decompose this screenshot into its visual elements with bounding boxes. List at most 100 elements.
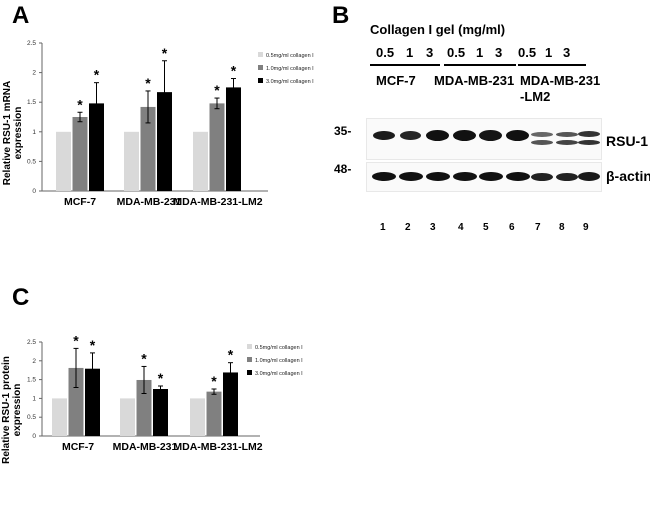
y-tick-label: 0.5: [27, 414, 36, 421]
lane-number: 4: [458, 222, 464, 233]
rsu1-blot-strip: [366, 118, 602, 160]
blot-band: [453, 172, 477, 181]
chart-panel-a: 0 0.5 1 1.5 2 2.5 Relative RSU-1 mRNAexpressio…: [2, 40, 314, 208]
legend-entry: 0.5mg/ml collagen I: [266, 53, 314, 59]
y-tick-label: 1: [32, 395, 36, 402]
blot-band: [479, 172, 503, 181]
lane-number: 5: [483, 222, 489, 233]
bar-mda-mb-231-series-1: [136, 379, 152, 436]
significance-marker: *: [141, 350, 147, 366]
significance-marker: *: [231, 63, 237, 79]
significance-marker: *: [214, 82, 220, 98]
blot-band: [556, 140, 578, 145]
lane-conc: 3: [426, 45, 434, 60]
significance-marker: *: [94, 67, 100, 83]
lane-conc: 0.5: [376, 45, 395, 60]
group-divider: [370, 64, 440, 66]
mw-marker: 35-: [334, 124, 352, 138]
group-divider: [518, 64, 586, 66]
y-tick-label: 2: [32, 358, 36, 365]
x-tick-label: MCF-7: [64, 196, 96, 208]
blot-band: [400, 131, 421, 140]
bar-mda-mb-231-series-0: [124, 131, 139, 191]
band-label-actin: β-actin: [606, 168, 650, 184]
significance-marker: *: [211, 373, 217, 389]
panel-label-a: A: [12, 2, 30, 29]
bar-mcf-7-series-2: [89, 103, 104, 191]
significance-marker: *: [77, 96, 83, 112]
blot-band: [426, 172, 450, 181]
blot-band: [506, 172, 530, 181]
bar-mda-mb-231-lm2-series-2: [223, 372, 238, 436]
blot-band: [578, 140, 600, 145]
bar-mda-mb-231-lm2-series-0: [190, 398, 205, 436]
blot-band: [556, 173, 578, 181]
western-blot-panel: Collagen I gel (mg/ml) 0.5 1 3 0.5 1 3 0…: [330, 0, 650, 270]
legend-entry: 3.0mg/ml collagen I: [255, 371, 303, 377]
lane-number: 1: [380, 222, 386, 233]
bar-mda-mb-231-series-0: [120, 398, 135, 436]
blot-band: [531, 140, 553, 145]
significance-marker: *: [145, 75, 151, 91]
legend-swatch: [247, 357, 252, 362]
y-tick-label: 2: [32, 70, 36, 77]
y-tick-label: 2.5: [27, 40, 36, 47]
legend-swatch: [247, 344, 252, 349]
y-axis-label-line: expression: [12, 384, 23, 437]
y-tick-label: 0: [32, 188, 36, 195]
blot-band: [531, 173, 553, 181]
lane-conc: 3: [495, 45, 503, 60]
lane-conc: 0.5: [518, 45, 537, 60]
blot-title: Collagen I gel (mg/ml): [370, 22, 506, 37]
mw-marker: 48-: [334, 162, 352, 176]
x-tick-label: MDA-MB-231: [117, 196, 182, 208]
blot-band: [578, 131, 600, 137]
group-divider: [444, 64, 516, 66]
legend-entry: 0.5mg/ml collagen I: [255, 345, 303, 351]
significance-marker: *: [158, 370, 164, 386]
legend-entry: 3.0mg/ml collagen I: [266, 79, 314, 85]
cell-line-label: MDA-MB-231: [434, 73, 515, 88]
y-tick-label: 0: [32, 433, 36, 440]
x-tick-label: MCF-7: [62, 441, 94, 453]
y-axis-label-line: Relative RSU-1 protein: [1, 356, 12, 464]
bar-mda-mb-231-series-1: [140, 106, 156, 191]
legend-swatch: [258, 78, 263, 83]
blot-band: [453, 130, 476, 141]
legend-swatch: [258, 52, 263, 57]
significance-marker: *: [90, 337, 96, 353]
bar-mda-mb-231-lm2-series-1: [209, 103, 225, 191]
bar-mcf-7-series-0: [52, 398, 67, 436]
lane-conc: 0.5: [447, 45, 466, 60]
blot-band: [399, 172, 423, 181]
lane-conc: 1: [545, 45, 553, 60]
lane-number: 7: [535, 222, 541, 233]
cell-line-label: MCF-7: [376, 73, 416, 88]
cell-line-label: MDA-MB-231: [520, 73, 601, 88]
significance-marker: *: [228, 347, 234, 363]
y-tick-label: 1.5: [27, 99, 36, 106]
panel-label-c: C: [12, 284, 30, 311]
lane-conc: 3: [563, 45, 571, 60]
lane-number: 2: [405, 222, 411, 233]
blot-band: [578, 172, 600, 181]
bar-mda-mb-231-lm2-series-0: [193, 131, 208, 191]
actin-blot-strip: [366, 162, 602, 192]
y-axis-label-line: Relative RSU-1 mRNA: [2, 81, 13, 185]
y-axis-label-line: expression: [13, 107, 24, 160]
y-tick-label: 0.5: [27, 158, 36, 165]
y-tick-label: 1: [32, 129, 36, 136]
lane-number: 6: [509, 222, 515, 233]
bar-mcf-7-series-0: [56, 131, 71, 191]
lane-number: 9: [583, 222, 589, 233]
bar-mda-mb-231-lm2-series-2: [226, 87, 241, 191]
bar-mcf-7-series-2: [85, 368, 100, 436]
x-tick-label: MDA-MB-231-LM2: [173, 196, 262, 208]
legend-entry: 1.0mg/ml collagen I: [255, 358, 303, 364]
x-tick-label: MDA-MB-231-LM2: [173, 441, 262, 453]
bar-mda-mb-231-series-2: [157, 92, 172, 191]
chart-panel-c: 0 0.5 1 1.5 2 2.5 Relative RSU-1 proteinexpres…: [1, 332, 303, 464]
bar-mda-mb-231-lm2-series-1: [206, 391, 222, 436]
lane-conc: 1: [476, 45, 484, 60]
lane-conc: 1: [406, 45, 414, 60]
